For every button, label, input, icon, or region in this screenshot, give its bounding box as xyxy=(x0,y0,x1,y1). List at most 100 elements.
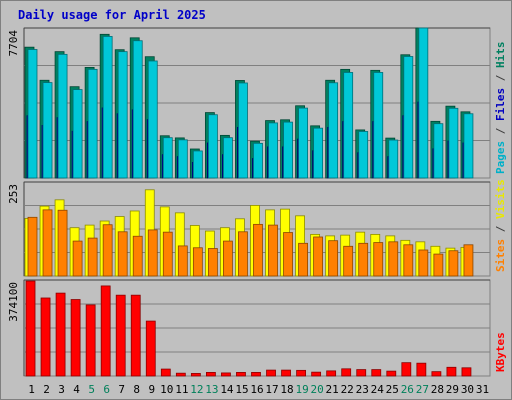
bar-kbytes-day-2 xyxy=(40,297,51,377)
bar-sites-day-2 xyxy=(42,209,53,277)
bar-kbytes-day-15 xyxy=(236,372,246,377)
bar-sites-day-29 xyxy=(448,250,459,277)
bar-kbytes-day-30 xyxy=(461,367,472,377)
bar-pages-day-16 xyxy=(253,142,263,179)
bar-pages-day-12 xyxy=(192,150,203,179)
bar-kbytes-day-22 xyxy=(341,368,352,377)
bar-pages-day-9 xyxy=(147,60,158,179)
bar-pages-day-10 xyxy=(162,137,173,179)
x-tick-label-21: 21 xyxy=(326,383,339,396)
bar-sites-day-28 xyxy=(433,253,444,277)
bar-pages-day-25 xyxy=(388,139,399,179)
bar-kbytes-day-26 xyxy=(401,362,412,377)
x-tick-label-26: 26 xyxy=(401,383,414,396)
bar-kbytes-day-14 xyxy=(221,372,231,377)
bar-sites-day-21 xyxy=(328,240,339,277)
bar-kbytes-day-8 xyxy=(130,294,141,377)
bar-kbytes-day-16 xyxy=(251,372,261,377)
bar-sites-day-7 xyxy=(117,231,128,277)
legend-part: / xyxy=(494,219,507,239)
x-tick-label-25: 25 xyxy=(386,383,399,396)
x-tick-label-27: 27 xyxy=(416,383,429,396)
bar-pages-day-29 xyxy=(448,107,459,179)
x-tick-label-18: 18 xyxy=(280,383,293,396)
chart-panels: 7704 Pages / Files / Hits 253 Sites / Visit… xyxy=(7,27,507,377)
bar-pages-day-30 xyxy=(463,113,474,179)
bar-sites-day-5 xyxy=(87,237,98,277)
bar-sites-day-4 xyxy=(72,240,83,277)
x-tick-label-16: 16 xyxy=(250,383,263,396)
bar-pages-day-4 xyxy=(72,89,83,179)
bar-pages-day-15 xyxy=(238,82,248,179)
bar-kbytes-day-10 xyxy=(160,368,171,377)
bar-kbytes-day-25 xyxy=(386,370,397,377)
bar-pages-day-23 xyxy=(358,131,369,179)
x-tick-label-12: 12 xyxy=(190,383,203,396)
x-tick-label-31: 31 xyxy=(476,383,489,396)
series-legend-label: Pages / Files / Hits xyxy=(494,42,507,175)
legend-part: Hits xyxy=(494,42,507,69)
x-tick-label-7: 7 xyxy=(118,383,125,396)
x-tick-label-15: 15 xyxy=(235,383,248,396)
bar-pages-day-8 xyxy=(132,40,143,179)
bar-pages-day-5 xyxy=(87,68,98,179)
bar-pages-day-21 xyxy=(328,82,339,179)
bar-sites-day-30 xyxy=(463,244,474,277)
legend-part: / xyxy=(494,121,507,141)
bar-sites-day-3 xyxy=(57,209,68,277)
bar-pages-day-13 xyxy=(207,114,218,179)
bar-pages-day-6 xyxy=(102,36,113,179)
legend-part: Pages xyxy=(494,141,507,174)
bar-kbytes-day-1 xyxy=(25,280,36,377)
bar-kbytes-day-17 xyxy=(266,369,276,377)
x-tick-label-4: 4 xyxy=(73,383,80,396)
x-tick-label-1: 1 xyxy=(28,383,35,396)
chart-title: Daily usage for April 2025 xyxy=(18,8,206,22)
legend-part: Files xyxy=(494,88,507,121)
bar-pages-day-26 xyxy=(403,56,414,179)
bar-sites-day-10 xyxy=(162,231,173,277)
bar-pages-day-18 xyxy=(283,121,293,179)
bar-pages-day-11 xyxy=(177,139,188,179)
bar-sites-day-13 xyxy=(207,248,218,277)
bar-kbytes-day-9 xyxy=(145,320,156,377)
legend-part: KBytes xyxy=(494,332,507,372)
bar-pages-day-19 xyxy=(298,107,308,179)
panel-visits_sites: 253 Sites / Visits xyxy=(7,179,507,277)
x-tick-label-9: 9 xyxy=(148,383,155,396)
bar-sites-day-23 xyxy=(358,242,369,277)
bar-sites-day-26 xyxy=(403,244,414,277)
bar-pages-day-17 xyxy=(268,122,278,179)
x-tick-labels: 1 2 3 4 5 6 7 8 9 10 11 12 13 14 15 16 17 18 19 20 21 22 23 24 2… xyxy=(28,383,489,396)
panel-kbytes: 374100 KBytes xyxy=(7,279,507,377)
legend-part: Visits xyxy=(494,179,507,219)
series-legend-label: KBytes xyxy=(494,332,507,372)
x-tick-label-2: 2 xyxy=(43,383,50,396)
bar-sites-day-19 xyxy=(298,242,308,277)
bar-kbytes-day-13 xyxy=(205,372,216,377)
bar-sites-day-17 xyxy=(268,224,278,277)
x-tick-label-28: 28 xyxy=(431,383,444,396)
x-tick-label-13: 13 xyxy=(205,383,218,396)
bar-pages-day-28 xyxy=(433,123,444,179)
bar-pages-day-2 xyxy=(42,82,53,179)
bar-sites-day-12 xyxy=(192,247,203,277)
bar-sites-day-22 xyxy=(343,245,354,277)
bar-sites-day-25 xyxy=(388,241,399,277)
x-tick-label-29: 29 xyxy=(446,383,459,396)
bar-sites-day-1 xyxy=(27,216,38,277)
bar-kbytes-day-19 xyxy=(296,369,307,377)
legend-part: / xyxy=(494,68,507,88)
x-tick-label-19: 19 xyxy=(295,383,308,396)
bar-kbytes-day-11 xyxy=(175,372,186,377)
bar-pages-day-22 xyxy=(343,72,354,179)
bar-kbytes-day-20 xyxy=(311,371,322,377)
bar-kbytes-day-21 xyxy=(326,370,337,377)
bar-pages-day-3 xyxy=(57,53,68,179)
bar-pages-day-24 xyxy=(373,72,384,179)
bar-kbytes-day-24 xyxy=(371,369,382,377)
x-tick-label-17: 17 xyxy=(265,383,278,396)
x-tick-label-5: 5 xyxy=(88,383,95,396)
x-tick-label-8: 8 xyxy=(133,383,140,396)
